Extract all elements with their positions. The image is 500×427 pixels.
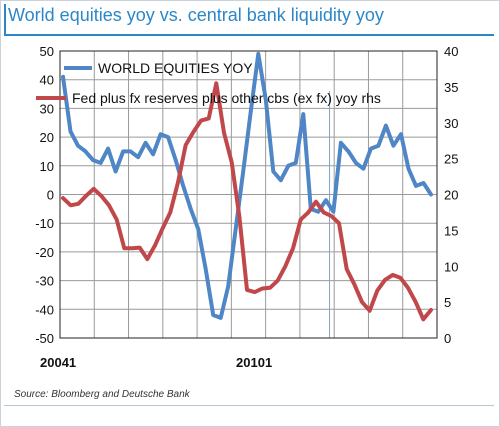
left-tick-label: -40 xyxy=(35,302,54,317)
right-tick-label: 40 xyxy=(444,44,458,59)
title-underline xyxy=(4,34,494,36)
chart-title: World equities yoy vs. central bank liqu… xyxy=(8,5,384,25)
series-lines xyxy=(61,51,433,322)
right-tick-label: 25 xyxy=(444,152,458,167)
plot-area-border xyxy=(59,50,438,339)
legend-liquidity-label: Fed plus fx reserves plus other cbs (ex … xyxy=(72,90,381,106)
title-accent-bar xyxy=(4,4,6,36)
x-tick-label: 20101 xyxy=(236,355,272,370)
right-y-axis: 40 35 30 25 20 15 10 5 0 xyxy=(444,44,458,346)
left-tick-label: 10 xyxy=(40,159,54,174)
left-tick-label: 0 xyxy=(47,188,54,203)
right-tick-label: 5 xyxy=(444,295,451,310)
liquidity-series-line xyxy=(61,81,433,322)
right-tick-label: 0 xyxy=(444,331,451,346)
x-tick-label: 20041 xyxy=(40,355,76,370)
left-tick-label: -50 xyxy=(35,331,54,346)
source-note: Source: Bloomberg and Deutsche Bank xyxy=(14,389,190,400)
legend: WORLD EQUITIES YOY Fed plus fx reserves … xyxy=(36,60,381,106)
left-y-axis: 50 40 30 20 10 0 -10 -20 -30 -40 -50 xyxy=(35,44,54,346)
legend-equities-label: WORLD EQUITIES YOY xyxy=(98,60,253,76)
left-tick-label: 40 xyxy=(40,73,54,88)
left-tick-label: -30 xyxy=(35,274,54,289)
x-axis: 20041 20101 xyxy=(40,355,272,370)
right-tick-label: 30 xyxy=(444,116,458,131)
right-tick-label: 15 xyxy=(444,223,458,238)
left-tick-label: 30 xyxy=(40,101,54,116)
right-tick-label: 20 xyxy=(444,188,458,203)
equities-series-line xyxy=(61,51,433,320)
right-tick-label: 10 xyxy=(444,259,458,274)
left-tick-label: 50 xyxy=(40,44,54,59)
right-tick-label: 35 xyxy=(444,80,458,95)
left-tick-label: -10 xyxy=(35,216,54,231)
left-tick-label: 20 xyxy=(40,130,54,145)
left-tick-label: -20 xyxy=(35,245,54,260)
bottom-rule xyxy=(4,405,494,406)
